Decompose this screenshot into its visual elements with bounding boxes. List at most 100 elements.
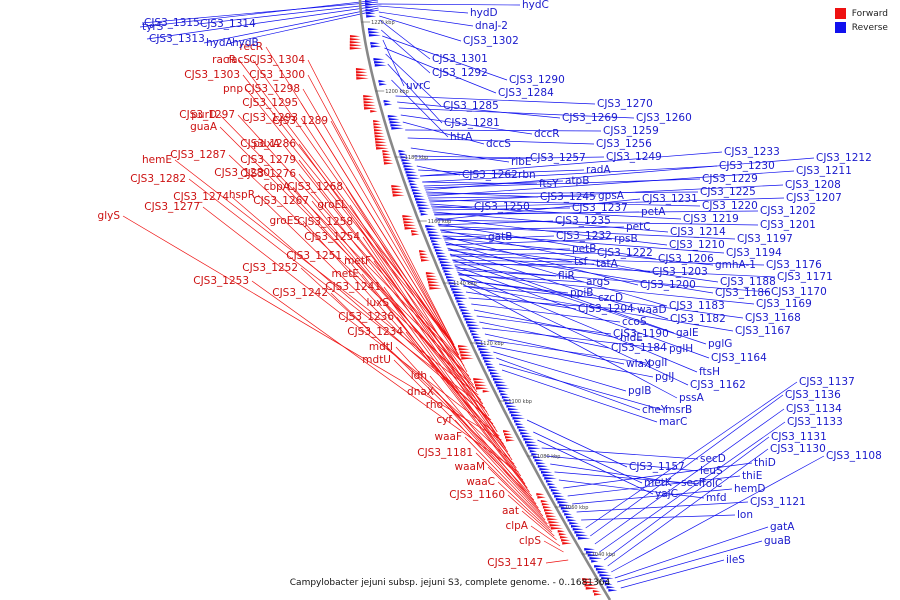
reverse-leader-line xyxy=(444,241,668,307)
reverse-leader-line xyxy=(141,1,379,24)
gene-label-cjs3-1262: CJS3_1262 xyxy=(462,169,518,181)
gene-label-cjs3-1212: CJS3_1212 xyxy=(816,152,872,164)
forward-feature-block xyxy=(349,35,361,38)
reverse-feature-block xyxy=(418,207,431,210)
forward-leader-line xyxy=(475,452,548,525)
reverse-feature-block xyxy=(465,321,478,324)
reverse-feature-block xyxy=(477,345,488,348)
reverse-feature-block xyxy=(521,435,532,438)
reverse-feature-block xyxy=(506,405,517,408)
gene-label-cjs3-1183: CJS3_1183 xyxy=(669,300,725,312)
gene-label-clps: clpS xyxy=(519,535,541,547)
forward-feature-block xyxy=(592,590,600,593)
forward-feature-block xyxy=(356,74,369,77)
reverse-feature-block xyxy=(438,258,450,261)
forward-feature-block xyxy=(383,162,394,165)
reverse-feature-block xyxy=(378,80,386,83)
gene-label-cjs3-1302: CJS3_1302 xyxy=(463,35,519,47)
reverse-feature-block xyxy=(387,115,398,118)
reverse-feature-block xyxy=(406,174,419,177)
gene-label-thid: thiD xyxy=(754,457,776,469)
gene-label-cjs3-1301: CJS3_1301 xyxy=(432,53,488,65)
reverse-leader-line xyxy=(452,259,707,345)
reverse-feature-block xyxy=(603,580,611,583)
forward-feature-block xyxy=(376,147,389,150)
forward-leader-line xyxy=(122,215,502,441)
reverse-feature-block xyxy=(518,429,528,432)
reverse-leader-line xyxy=(463,285,597,299)
tick-label: 1100 kbp xyxy=(508,399,532,405)
gene-label-cjs3-1229: CJS3_1229 xyxy=(702,173,758,185)
reverse-feature-block xyxy=(591,560,599,563)
gene-label-cjs3-1285: CJS3_1285 xyxy=(443,100,499,112)
reverse-feature-block xyxy=(576,534,589,537)
gene-label-cjs3-1200: CJS3_1200 xyxy=(640,279,696,291)
forward-feature-block xyxy=(427,281,440,284)
forward-feature-block xyxy=(427,278,438,281)
reverse-feature-block xyxy=(482,357,496,360)
forward-feature-block xyxy=(383,156,392,159)
forward-feature-block xyxy=(404,227,418,230)
reverse-feature-block xyxy=(442,267,455,270)
forward-leader-line xyxy=(362,236,509,453)
forward-leader-line xyxy=(405,331,530,493)
gene-label-pnp: pnp xyxy=(223,83,243,95)
reverse-leader-line xyxy=(458,273,755,305)
reverse-feature-block xyxy=(572,528,584,531)
reverse-leader-line xyxy=(611,455,825,573)
gene-label-tsf: tsf xyxy=(574,256,588,268)
reverse-feature-block xyxy=(365,6,374,9)
gene-label-cjs3-1147: CJS3_1147 xyxy=(487,557,543,569)
gene-label-racs: racS xyxy=(227,54,251,66)
reverse-leader-line xyxy=(476,315,612,335)
reverse-feature-block xyxy=(366,15,377,18)
reverse-feature-block xyxy=(408,180,416,183)
reverse-feature-block xyxy=(420,213,429,216)
gene-label-rho: rho xyxy=(426,399,443,411)
reverse-leader-line xyxy=(438,225,736,240)
forward-leader-line xyxy=(355,221,506,449)
forward-feature-block xyxy=(425,272,436,275)
gene-label-cjs3-1259: CJS3_1259 xyxy=(603,125,659,137)
gene-label-guab: guaB xyxy=(764,535,791,547)
tick-label: 1060 kbp xyxy=(565,505,589,511)
gene-label-czcd: czcD xyxy=(598,292,623,304)
reverse-feature-block xyxy=(492,378,504,381)
gene-label-cjs3-1242: CJS3_1242 xyxy=(272,287,328,299)
reverse-feature-block xyxy=(417,204,430,207)
reverse-feature-block xyxy=(587,554,600,557)
reverse-leader-line xyxy=(422,165,718,183)
reverse-feature-block xyxy=(531,453,540,456)
reverse-leader-line xyxy=(423,180,564,187)
gene-label-hlde: hldE xyxy=(620,332,643,344)
gene-label-pgli: pglI xyxy=(648,357,667,369)
gene-label-args: argS xyxy=(586,276,610,288)
gene-label-cjs3-1277: CJS3_1277 xyxy=(144,201,200,213)
reverse-leader-line xyxy=(378,11,474,27)
reverse-leader-line xyxy=(444,235,555,241)
forward-feature-block xyxy=(391,188,403,191)
forward-feature-block xyxy=(550,527,564,530)
gene-label-ftsh: ftsH xyxy=(699,366,720,378)
gene-label-cjs3-1182: CJS3_1182 xyxy=(670,313,726,325)
gene-label-guaa: guaA xyxy=(190,121,218,133)
gene-label-rada: radA xyxy=(586,164,611,176)
reverse-leader-line xyxy=(599,421,786,553)
gene-label-cjs3-1234: CJS3_1234 xyxy=(347,326,403,338)
reverse-leader-line xyxy=(398,107,635,119)
gene-label-cjs3-1137: CJS3_1137 xyxy=(799,376,855,388)
feature-blocks xyxy=(349,0,618,596)
reverse-feature-block xyxy=(374,64,387,67)
reverse-feature-block xyxy=(504,402,515,405)
gene-label-cjs3-1287: CJS3_1287 xyxy=(170,149,226,161)
reverse-leader-line xyxy=(379,15,462,42)
gene-label-cjs3-1313: CJS3_1313 xyxy=(149,33,205,45)
forward-feature-block xyxy=(374,135,385,138)
forward-feature-block xyxy=(373,120,381,123)
gene-label-secf: secF xyxy=(681,477,705,489)
reverse-feature-block xyxy=(399,153,408,156)
gene-label-cjs3-1253: CJS3_1253 xyxy=(193,275,249,287)
reverse-leader-line xyxy=(378,3,521,6)
gene-label-cjs3-1237: CJS3_1237 xyxy=(572,202,628,214)
reverse-leader-line xyxy=(545,455,699,472)
